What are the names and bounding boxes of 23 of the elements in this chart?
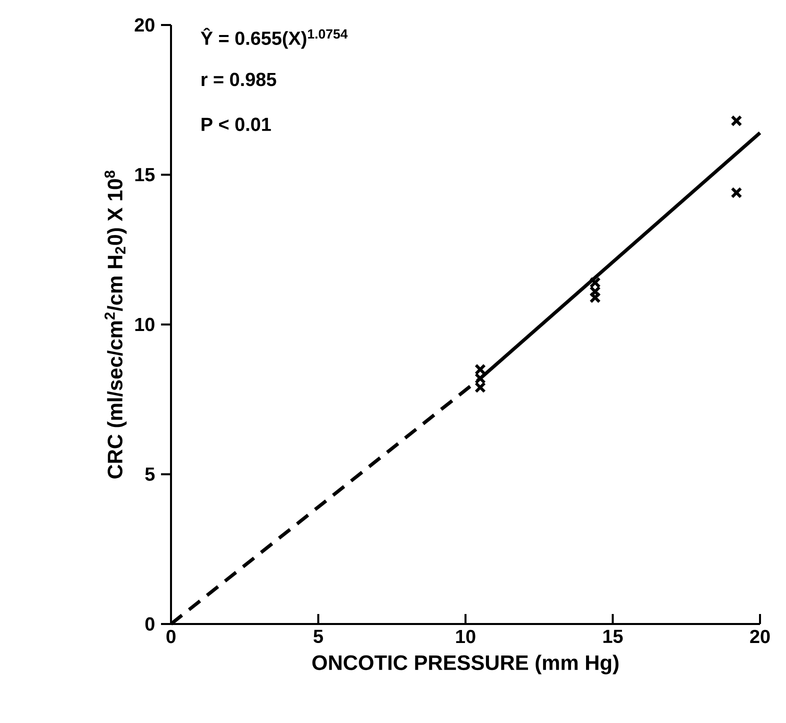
y-tick-label: 20 xyxy=(134,18,154,32)
y-axis-title: CRC (ml/sec/cm$^{2}$/cm H$_{2}$0) X 10$^{8}$ xyxy=(104,170,127,478)
annotation: r = 0.985 xyxy=(202,72,276,86)
annotation: P < 0.01 xyxy=(202,118,271,132)
point xyxy=(474,372,486,384)
x-tick-label: 5 xyxy=(314,630,323,644)
x-tick-label: 10 xyxy=(456,630,476,644)
annotation: Ŷ = 0.655(X)$^{1.0754}$ xyxy=(200,28,348,49)
x-tick-label: 0 xyxy=(166,630,176,644)
x-axis-title: ONCOTIC PRESSURE (mm Hg) xyxy=(312,654,618,674)
point xyxy=(589,292,601,304)
y-tick-label: 5 xyxy=(145,468,155,481)
y-tick-label: 0 xyxy=(145,617,154,631)
x-tick-label: 20 xyxy=(750,630,770,644)
point xyxy=(589,286,601,298)
point xyxy=(474,382,486,394)
y-tick-label: 10 xyxy=(135,318,154,332)
point xyxy=(474,364,486,376)
x-tick-label: 15 xyxy=(603,630,623,644)
point xyxy=(730,115,742,127)
point xyxy=(730,186,742,198)
y-tick-label: 15 xyxy=(135,168,155,182)
point xyxy=(589,276,601,288)
